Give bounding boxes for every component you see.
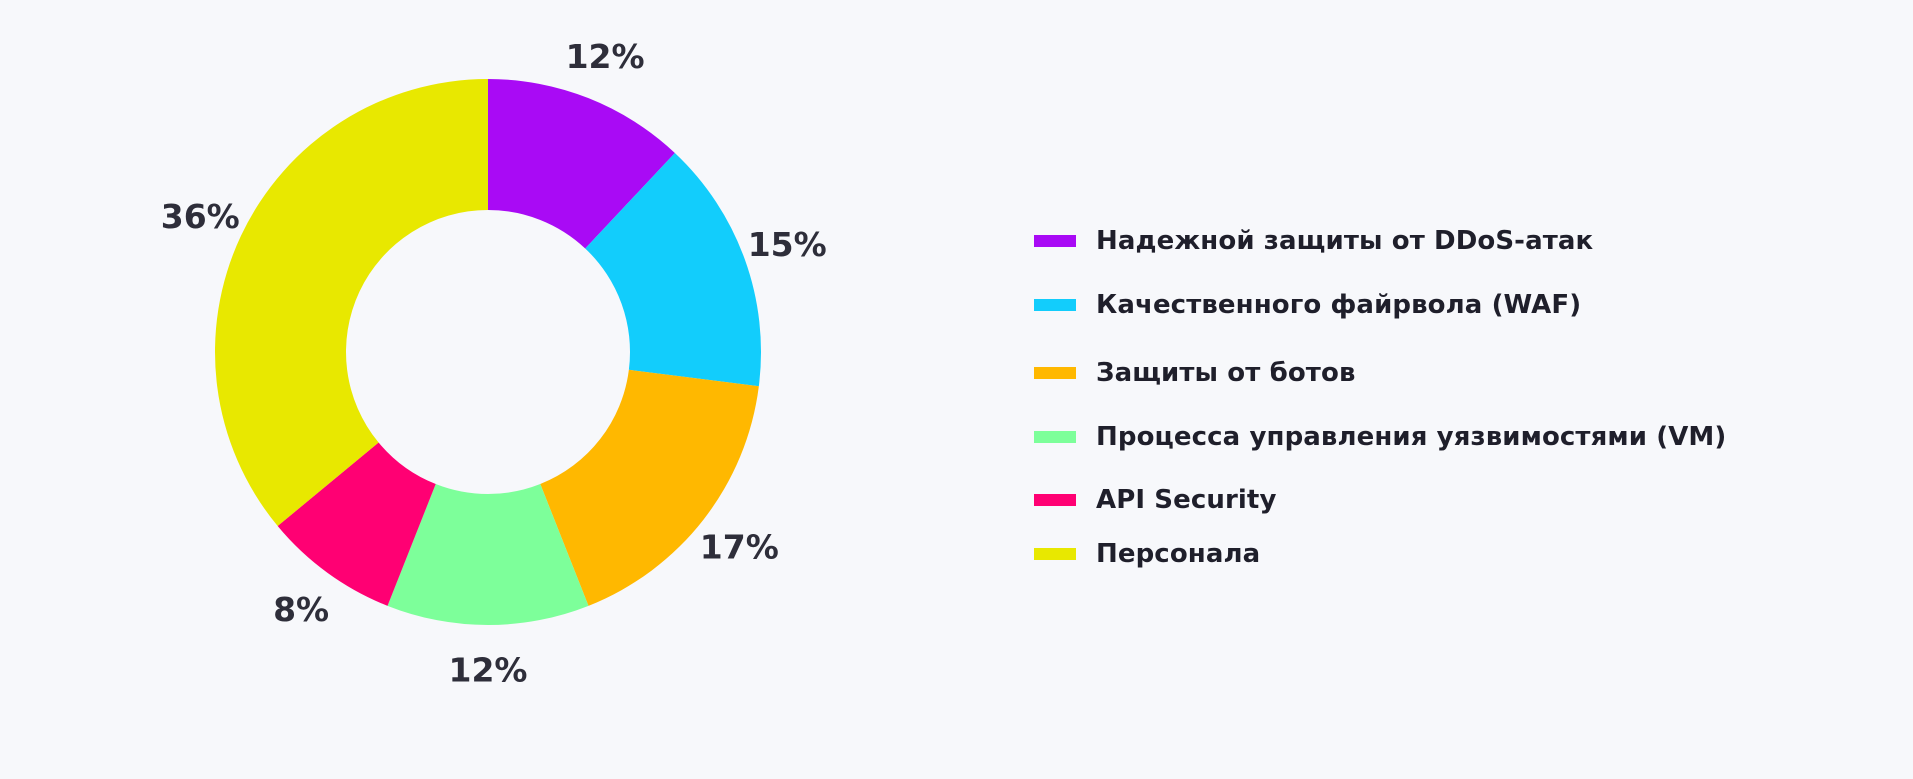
donut-slice-5 <box>215 79 489 527</box>
legend-swatch <box>1034 431 1076 443</box>
legend-label: API Security <box>1096 485 1277 515</box>
slice-value-label-5: 36% <box>161 197 240 236</box>
legend-label: Персонала <box>1096 539 1261 569</box>
slice-value-label-1: 15% <box>748 225 827 264</box>
slice-value-label-4: 8% <box>273 590 329 629</box>
legend-item: Качественного файрвола (WAF) <box>1034 290 1581 320</box>
legend-item: Надежной защиты от DDoS-атак <box>1034 226 1593 256</box>
donut-slice-3 <box>387 484 589 626</box>
legend-item: Защиты от ботов <box>1034 358 1356 388</box>
legend-swatch <box>1034 367 1076 379</box>
legend-label: Защиты от ботов <box>1096 358 1356 388</box>
legend-item: Персонала <box>1034 539 1260 569</box>
donut-slice-4 <box>277 442 436 606</box>
slice-value-label-2: 17% <box>700 527 779 566</box>
donut-slice-2 <box>540 369 759 606</box>
legend-swatch <box>1034 548 1076 560</box>
legend-swatch <box>1034 235 1076 247</box>
legend-swatch <box>1034 299 1076 311</box>
legend-label: Надежной защиты от DDoS-атак <box>1096 226 1594 256</box>
donut-slice-1 <box>585 152 761 387</box>
legend-item: API Security <box>1034 485 1277 515</box>
legend-swatch <box>1034 494 1076 506</box>
legend-item: Процесса управления уязвимостями (VM) <box>1034 422 1726 452</box>
donut-slice-0 <box>488 79 675 249</box>
legend-label: Процесса управления уязвимостями (VM) <box>1096 422 1727 452</box>
donut-svg: 12% 15% 17% 12% 8% 36% <box>161 37 827 690</box>
slice-value-label-3: 12% <box>449 651 528 690</box>
slice-value-label-0: 12% <box>566 37 645 76</box>
legend-label: Качественного файрвола (WAF) <box>1096 290 1582 320</box>
